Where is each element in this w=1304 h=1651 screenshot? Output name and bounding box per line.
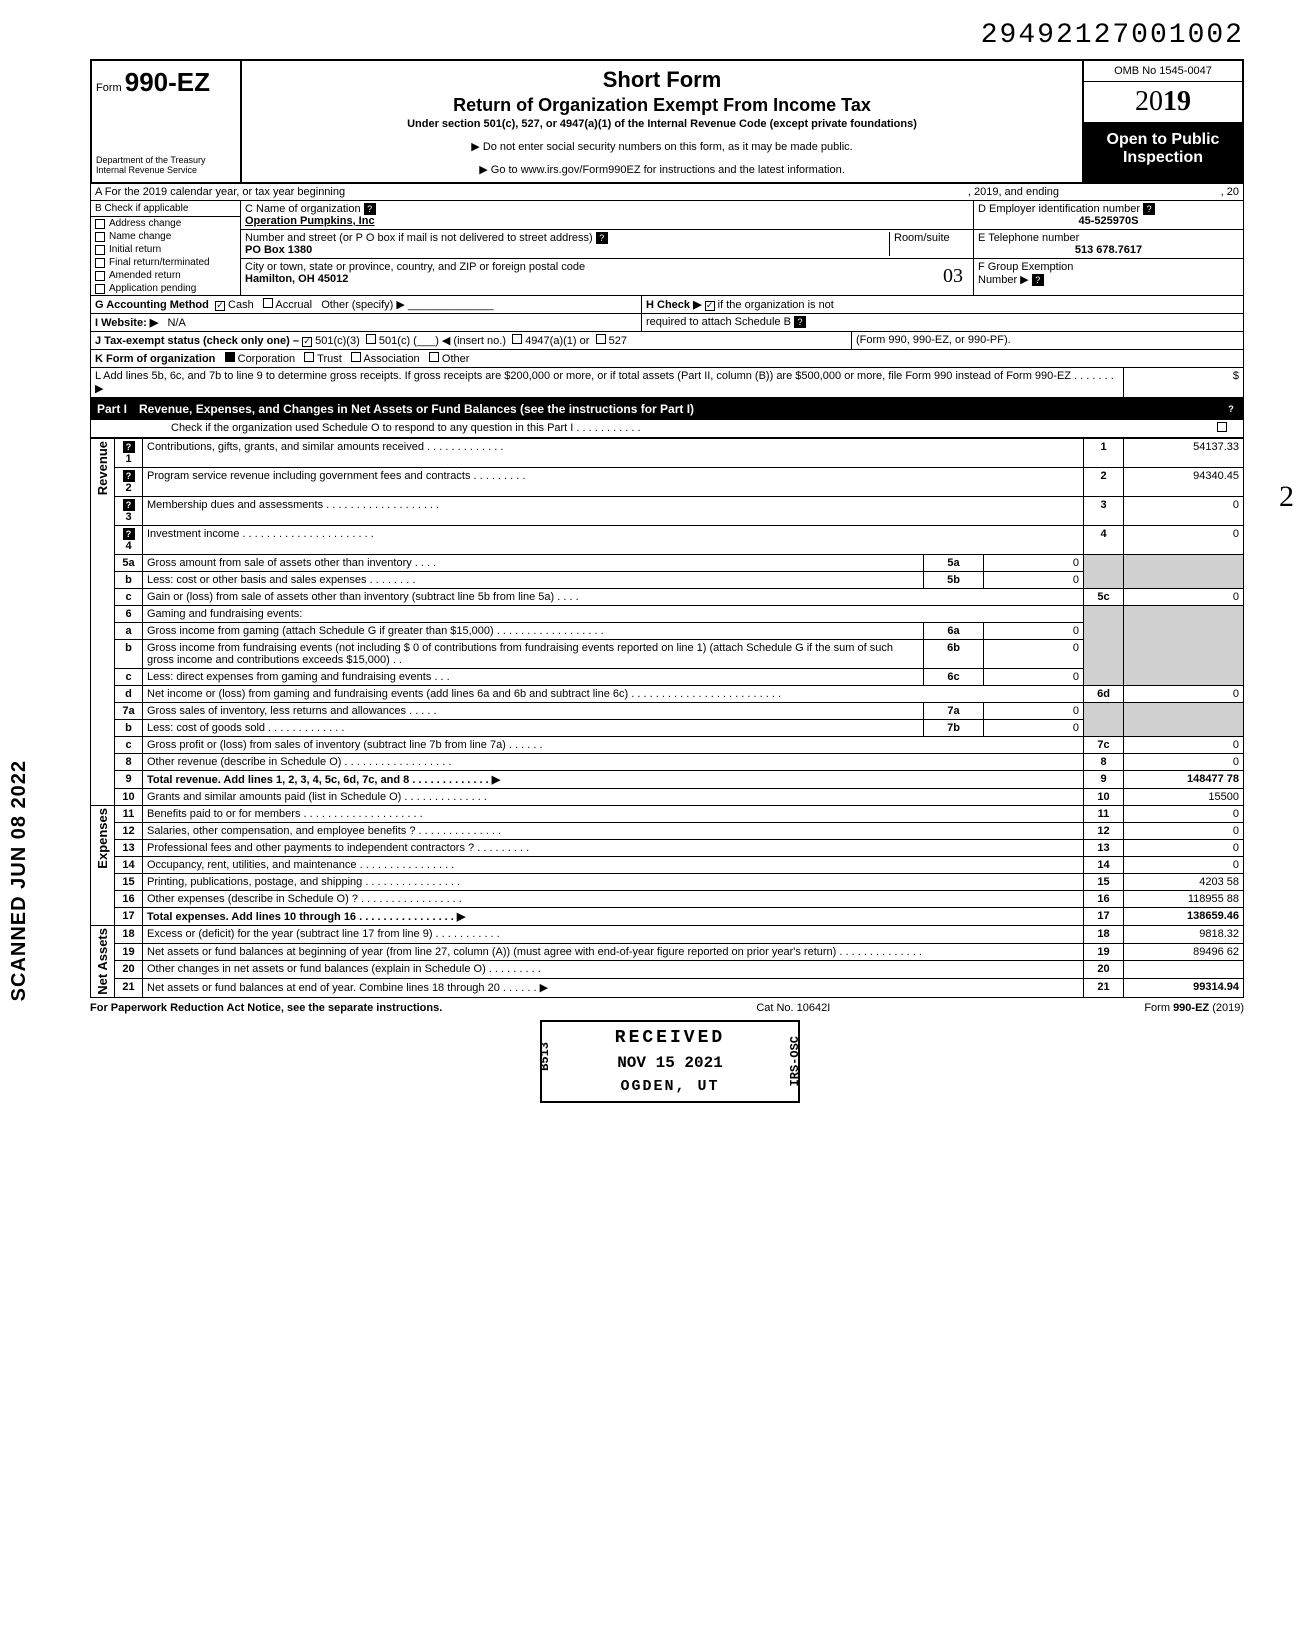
chk-name-change[interactable]: Name change xyxy=(91,230,240,243)
form-header: Form 990-EZ Department of the Treasury I… xyxy=(90,59,1244,184)
column-c-name-address: C Name of organization ? Operation Pumpk… xyxy=(241,201,973,295)
side-label-netassets: Net Assets xyxy=(95,928,110,995)
hand-note-1912: 1912 xyxy=(1124,160,1164,183)
org-street: PO Box 1380 xyxy=(245,244,312,256)
chk-501c[interactable] xyxy=(366,334,376,344)
hand-03: 03 xyxy=(943,265,963,288)
help-icon: ? xyxy=(1225,403,1237,415)
chk-amended-return[interactable]: Amended return xyxy=(91,269,240,282)
row-g-h: G Accounting Method ✓ Cash Accrual Other… xyxy=(90,296,1244,314)
page-footer: For Paperwork Reduction Act Notice, see … xyxy=(90,1002,1244,1014)
table-row: bLess: cost of goods sold . . . . . . . … xyxy=(91,720,1244,737)
document-id: 29492127001002 xyxy=(90,20,1244,51)
table-row: Expenses 11Benefits paid to or for membe… xyxy=(91,806,1244,823)
table-row: 14Occupancy, rent, utilities, and mainte… xyxy=(91,857,1244,874)
table-row: aGross income from gaming (attach Schedu… xyxy=(91,623,1244,640)
part-1-header: Part I Revenue, Expenses, and Changes in… xyxy=(90,398,1244,420)
table-row: 20Other changes in net assets or fund ba… xyxy=(91,961,1244,979)
org-name: Operation Pumpkins, Inc xyxy=(245,215,375,227)
table-row: 10Grants and similar amounts paid (list … xyxy=(91,789,1244,806)
table-row: 7aGross sales of inventory, less returns… xyxy=(91,703,1244,720)
table-row: 6Gaming and fundraising events: xyxy=(91,606,1244,623)
chk-527[interactable] xyxy=(596,334,606,344)
table-row: 19Net assets or fund balances at beginni… xyxy=(91,943,1244,961)
table-row: 15Printing, publications, postage, and s… xyxy=(91,874,1244,891)
room-suite: Room/suite xyxy=(889,232,969,256)
row-k-form-org: K Form of organization Corporation Trust… xyxy=(90,350,1244,368)
column-d-e-f: D Employer identification number ? 45-52… xyxy=(973,201,1243,295)
table-row: 12Salaries, other compensation, and empl… xyxy=(91,823,1244,840)
chk-application-pending[interactable]: Application pending xyxy=(91,282,240,295)
chk-corporation[interactable] xyxy=(225,352,235,362)
title-return: Return of Organization Exempt From Incom… xyxy=(250,95,1074,116)
scanned-stamp: SCANNED JUN 08 2022 xyxy=(8,760,31,1001)
table-row: Revenue ? 1Contributions, gifts, grants,… xyxy=(91,439,1244,468)
table-row: cGain or (loss) from sale of assets othe… xyxy=(91,589,1244,606)
row-j-tax-exempt: J Tax-exempt status (check only one) – ✓… xyxy=(90,332,1244,350)
chk-cash[interactable]: ✓ xyxy=(215,301,225,311)
help-icon: ? xyxy=(364,203,376,215)
instruction-1: ▶ Do not enter social security numbers o… xyxy=(250,140,1074,153)
table-row: bGross income from fundraising events (n… xyxy=(91,640,1244,669)
table-row: Net Assets 18Excess or (deficit) for the… xyxy=(91,926,1244,944)
received-stamp: RECEIVED NOV 15 2021 OGDEN, UT B513 IRS-… xyxy=(540,1020,800,1103)
chk-accrual[interactable] xyxy=(263,298,273,308)
chk-501c3[interactable]: ✓ xyxy=(302,337,312,347)
table-row: ? 4Investment income . . . . . . . . . .… xyxy=(91,526,1244,555)
part-1-check: Check if the organization used Schedule … xyxy=(90,420,1244,438)
table-row: cLess: direct expenses from gaming and f… xyxy=(91,669,1244,686)
help-icon: ? xyxy=(596,232,608,244)
table-row: dNet income or (loss) from gaming and fu… xyxy=(91,686,1244,703)
table-row: 8Other revenue (describe in Schedule O) … xyxy=(91,754,1244,771)
column-b-checkboxes: B Check if applicable Address change Nam… xyxy=(91,201,241,295)
omb-number: OMB No 1545-0047 xyxy=(1084,61,1242,82)
table-row: 17Total expenses. Add lines 10 through 1… xyxy=(91,908,1244,926)
table-row: 21Net assets or fund balances at end of … xyxy=(91,978,1244,997)
table-row: cGross profit or (loss) from sales of in… xyxy=(91,737,1244,754)
table-row: 16Other expenses (describe in Schedule O… xyxy=(91,891,1244,908)
hand-2: 2 xyxy=(1279,480,1294,514)
title-short-form: Short Form xyxy=(250,67,1074,93)
chk-initial-return[interactable]: Initial return xyxy=(91,243,240,256)
tax-year: 2019 xyxy=(1084,82,1242,123)
table-row: 5aGross amount from sale of assets other… xyxy=(91,555,1244,572)
help-icon: ? xyxy=(1032,274,1044,286)
side-label-revenue: Revenue xyxy=(95,441,110,495)
table-row: ? 2Program service revenue including gov… xyxy=(91,468,1244,497)
help-icon: ? xyxy=(794,316,806,328)
help-icon: ? xyxy=(1143,203,1155,215)
chk-schedule-o[interactable] xyxy=(1217,422,1227,432)
chk-trust[interactable] xyxy=(304,352,314,362)
part-1-table: Revenue ? 1Contributions, gifts, grants,… xyxy=(90,438,1244,998)
chk-final-return[interactable]: Final return/terminated xyxy=(91,256,240,269)
table-row: ? 3Membership dues and assessments . . .… xyxy=(91,497,1244,526)
side-label-expenses: Expenses xyxy=(95,808,110,869)
table-row: 13Professional fees and other payments t… xyxy=(91,840,1244,857)
row-i: I Website: ▶ N/A required to attach Sche… xyxy=(90,314,1244,332)
chk-address-change[interactable]: Address change xyxy=(91,217,240,230)
instruction-2: ▶ Go to www.irs.gov/Form990EZ for instru… xyxy=(250,163,1074,176)
org-city: Hamilton, OH 45012 xyxy=(245,273,348,285)
chk-other[interactable] xyxy=(429,352,439,362)
telephone: 513 678.7617 xyxy=(1075,244,1142,256)
table-row: 9Total revenue. Add lines 1, 2, 3, 4, 5c… xyxy=(91,771,1244,789)
org-info-block: B Check if applicable Address change Nam… xyxy=(90,201,1244,296)
subtitle: Under section 501(c), 527, or 4947(a)(1)… xyxy=(250,118,1074,130)
row-a-tax-year: A For the 2019 calendar year, or tax yea… xyxy=(90,184,1244,201)
website: N/A xyxy=(167,317,185,329)
dept-treasury: Department of the Treasury Internal Reve… xyxy=(96,156,236,176)
ein: 45-525970S xyxy=(1079,215,1139,227)
chk-association[interactable] xyxy=(351,352,361,362)
table-row: bLess: cost or other basis and sales exp… xyxy=(91,572,1244,589)
chk-4947[interactable] xyxy=(512,334,522,344)
chk-no-sched-b[interactable]: ✓ xyxy=(705,301,715,311)
row-l-gross-receipts: L Add lines 5b, 6c, and 7b to line 9 to … xyxy=(90,368,1244,398)
form-number: Form 990-EZ xyxy=(96,67,236,98)
